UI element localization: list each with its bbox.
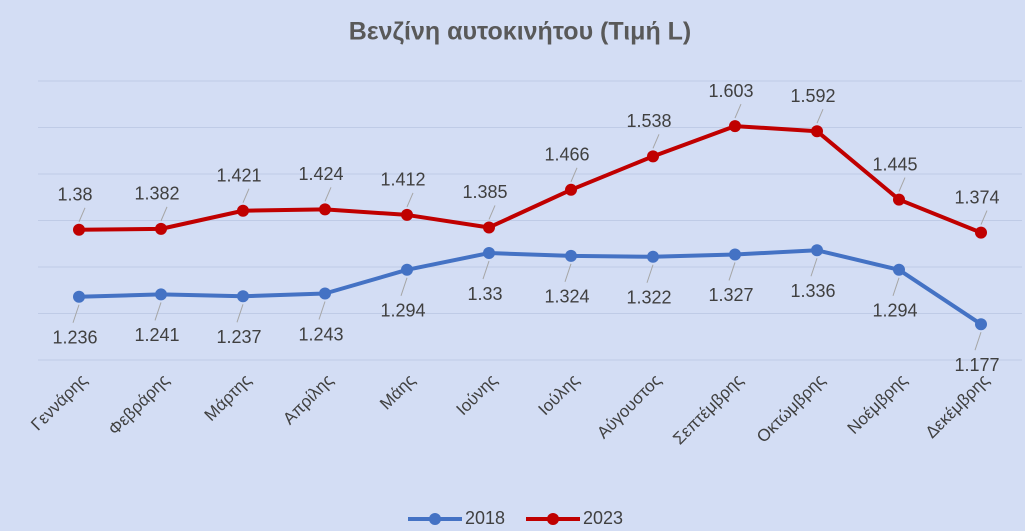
leader-line <box>652 134 660 149</box>
leader-line <box>72 304 80 323</box>
marker <box>975 318 987 331</box>
leader-line <box>78 207 86 222</box>
data-label: 1.445 <box>872 154 917 174</box>
data-label: 1.412 <box>380 170 425 190</box>
data-label: 1.603 <box>708 81 753 101</box>
data-label: 1.374 <box>954 187 999 207</box>
marker <box>565 249 577 262</box>
leader-line <box>236 304 244 323</box>
leader-line <box>324 187 332 202</box>
data-label: 1.336 <box>790 281 835 301</box>
marker <box>483 247 495 260</box>
leader-line <box>400 277 408 296</box>
data-label: 1.243 <box>298 324 343 344</box>
marker <box>647 250 659 263</box>
series-line <box>78 124 982 235</box>
chart-title: Βενζίνη αυτοκινήτου (Τιμή L) <box>349 18 692 46</box>
legend-label: 2018 <box>465 508 505 528</box>
data-label: 1.538 <box>626 111 671 131</box>
marker <box>893 263 905 276</box>
marker <box>155 222 167 235</box>
marker <box>73 223 85 236</box>
marker <box>319 287 331 300</box>
leader-line <box>564 263 572 282</box>
marker <box>811 125 823 138</box>
marker <box>729 248 741 261</box>
marker <box>893 193 905 206</box>
marker <box>975 226 987 239</box>
marker <box>401 208 413 221</box>
marker <box>565 183 577 196</box>
leader-line <box>974 332 982 351</box>
leader-line <box>734 103 742 119</box>
marker <box>483 221 495 234</box>
leader-line <box>488 205 496 220</box>
data-label: 1.237 <box>216 327 261 347</box>
leader-line <box>980 210 988 225</box>
leader-line <box>242 188 250 203</box>
data-label: 1.241 <box>134 325 179 345</box>
data-label: 1.322 <box>626 288 671 308</box>
data-label: 1.294 <box>872 301 917 321</box>
marker <box>73 290 85 303</box>
marker <box>401 263 413 276</box>
data-label: 1.294 <box>380 301 425 321</box>
data-label: 1.33 <box>467 284 502 304</box>
marker <box>237 204 249 217</box>
leader-line <box>154 302 162 321</box>
data-label: 1.592 <box>790 86 835 106</box>
leader-line <box>406 192 414 208</box>
data-label: 1.324 <box>544 287 589 307</box>
marker <box>729 120 741 133</box>
marker <box>319 203 331 216</box>
leader-line <box>570 167 578 183</box>
leader-line <box>816 109 824 124</box>
data-label: 1.424 <box>298 164 343 184</box>
legend-label: 2023 <box>583 508 623 528</box>
marker <box>155 288 167 301</box>
marker <box>811 244 823 257</box>
leader-line <box>728 262 736 281</box>
data-label: 1.385 <box>462 182 507 202</box>
leader-line <box>810 258 818 277</box>
data-label: 1.38 <box>57 185 92 205</box>
marker <box>647 150 659 163</box>
leader-line <box>892 277 900 296</box>
legend-marker <box>547 513 559 525</box>
leader-line <box>318 301 326 320</box>
data-label: 1.236 <box>52 328 97 348</box>
data-label: 1.177 <box>954 355 999 375</box>
data-label: 1.382 <box>134 184 179 204</box>
data-label: 1.466 <box>544 145 589 165</box>
leader-line <box>646 264 654 283</box>
series-line <box>78 248 983 326</box>
leader-line <box>160 206 168 222</box>
legend-marker <box>429 513 441 525</box>
data-label: 1.421 <box>216 165 261 185</box>
data-label: 1.327 <box>708 285 753 305</box>
leader-line <box>482 260 490 280</box>
leader-line <box>898 177 906 192</box>
marker <box>237 290 249 303</box>
